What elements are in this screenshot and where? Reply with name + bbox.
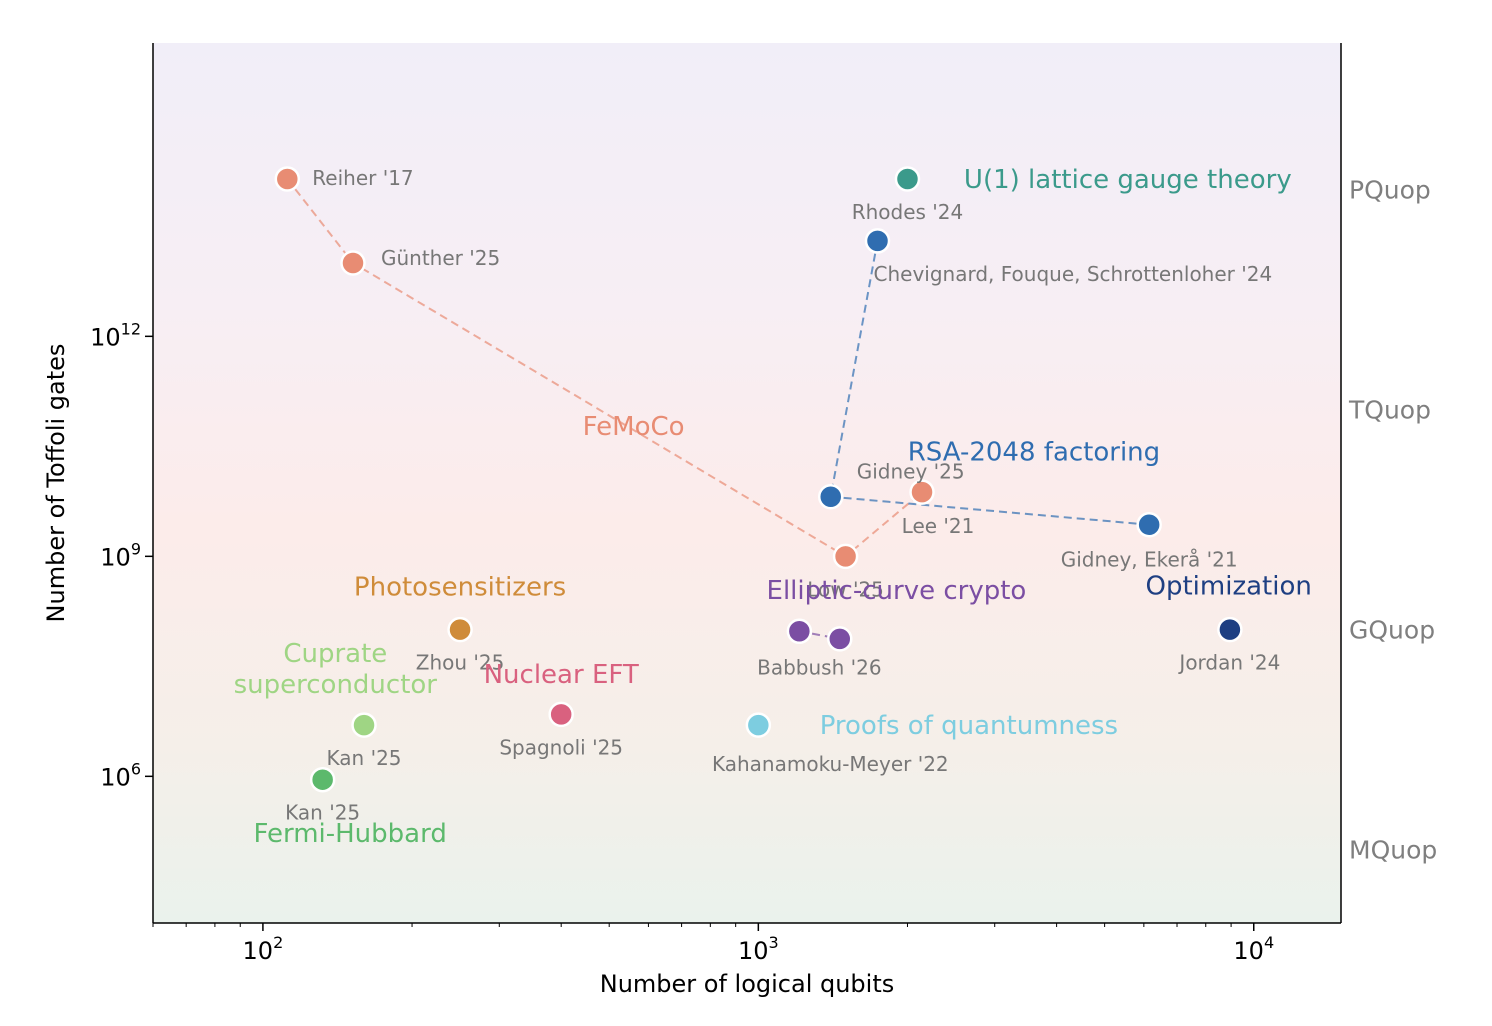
right-axis-label: MQuop	[1349, 836, 1437, 865]
reference-label: Gidney '25	[857, 460, 965, 484]
group-label: Fermi-Hubbard	[253, 819, 446, 849]
data-point	[786, 618, 813, 645]
data-point	[351, 712, 377, 738]
reference-label: Günther '25	[381, 246, 500, 270]
x-axis-title: Number of logical qubits	[600, 970, 895, 998]
reference-label: Chevignard, Fouque, Schrottenloher '24	[874, 262, 1273, 286]
x-tick-label: 102	[243, 933, 284, 965]
reference-label: Gidney, Ekerå '21	[1061, 548, 1238, 572]
reference-label: Kan '25	[327, 746, 402, 770]
reference-label: Babbush '26	[757, 655, 881, 679]
connector-line	[286, 178, 923, 558]
y-axis-title: Number of Toffoli gates	[42, 344, 70, 623]
right-axis-label: GQuop	[1349, 616, 1435, 645]
y-tick-label: 109	[100, 539, 141, 571]
reference-label: Reiher '17	[312, 166, 413, 190]
reference-label: Low '25	[807, 577, 884, 601]
x-tick-label: 103	[738, 933, 779, 965]
right-axis-label: PQuop	[1349, 176, 1431, 205]
data-point	[832, 543, 859, 570]
group-label: U(1) lattice gauge theory	[964, 165, 1292, 195]
data-point	[817, 483, 844, 510]
y-tick-label: 106	[100, 759, 141, 791]
reference-label: Rhodes '24	[852, 200, 964, 224]
data-point	[274, 166, 301, 192]
group-label: RSA-2048 factoring	[908, 437, 1160, 467]
annotations: Reiher '17 Günther '25 Low '25 Lee '21 FeMoC…	[234, 165, 1312, 849]
reference-label: Zhou '25	[416, 651, 505, 675]
reference-label: Kan '25	[285, 801, 360, 825]
group-label: Nuclear EFT	[484, 660, 639, 690]
group-label: Photosensitizers	[354, 572, 566, 602]
data-point	[309, 766, 336, 793]
x-tick-label: 104	[1233, 933, 1274, 965]
data-point	[1136, 511, 1162, 538]
data-point	[827, 626, 853, 652]
group-label: Cuprate superconductor	[234, 639, 438, 700]
data-point	[894, 166, 921, 192]
axis-ticks: 102 103 104 106 109 1012 MQuop GQuop TQuop PQuop	[90, 176, 1437, 965]
data-point	[909, 479, 935, 505]
data-point	[864, 228, 891, 254]
right-axis-label: TQuop	[1348, 396, 1431, 425]
group-label: Elliptic-curve crypto	[767, 576, 1027, 606]
plot-background	[153, 43, 1341, 923]
reference-label: Spagnoli '25	[499, 735, 623, 759]
reference-label: Lee '21	[902, 514, 975, 538]
data-point	[548, 701, 574, 728]
y-tick-label: 1012	[90, 319, 141, 351]
reference-label: Kahanamoku-Meyer '22	[712, 752, 949, 776]
data-point	[745, 712, 772, 738]
group-label: Optimization	[1146, 572, 1312, 602]
data-point	[447, 616, 473, 643]
group-label: Proofs of quantumness	[820, 711, 1118, 741]
data-points	[274, 166, 1243, 793]
group-label: FeMoCo	[583, 412, 685, 442]
data-point	[1217, 616, 1243, 643]
data-point	[340, 250, 366, 276]
reference-label: Jordan '24	[1177, 651, 1280, 675]
